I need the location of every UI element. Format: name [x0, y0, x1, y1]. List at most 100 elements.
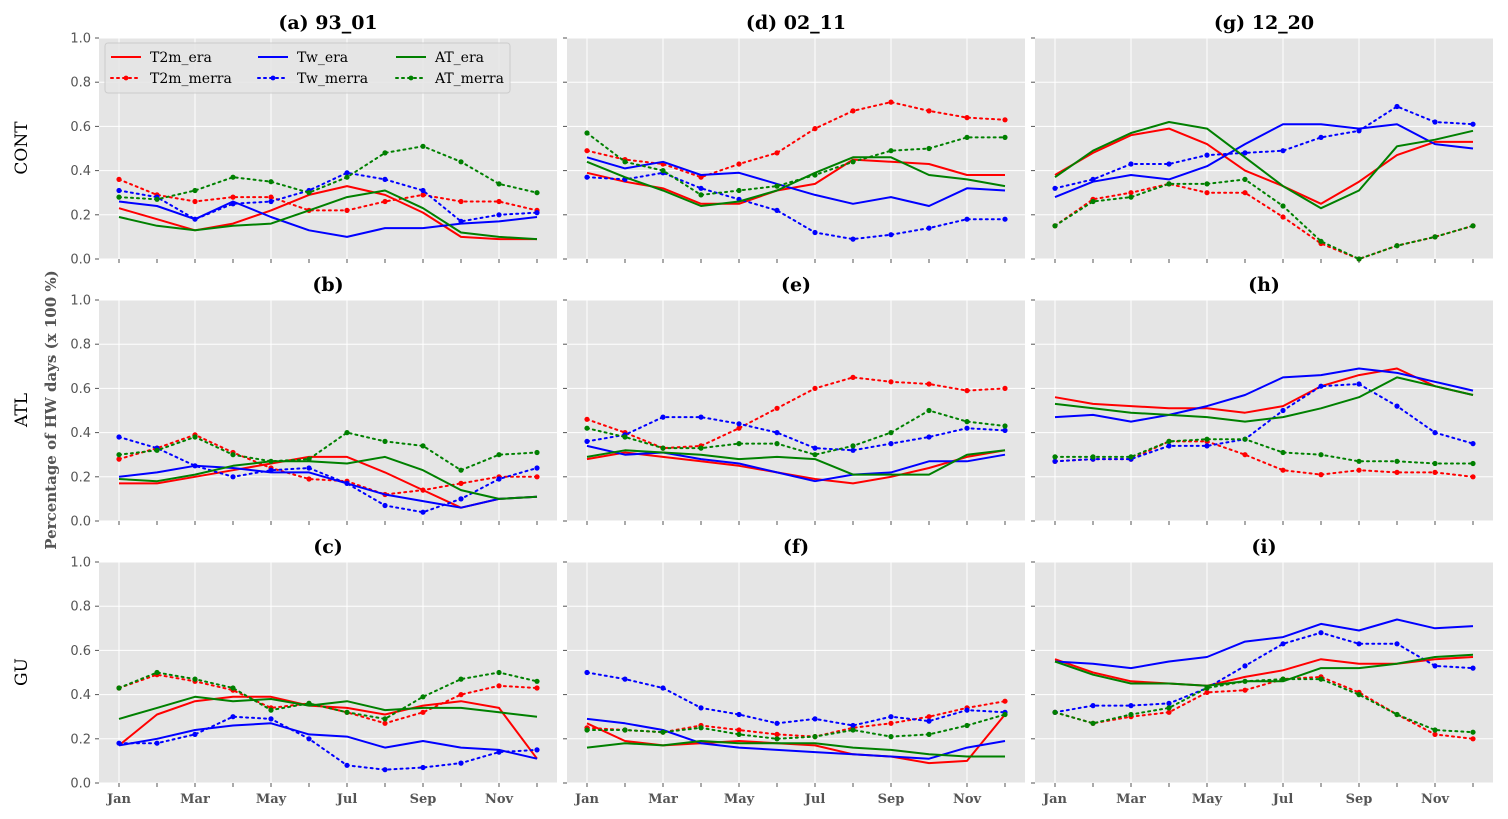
y-tick-label: 0.2 [70, 732, 91, 747]
series-tw-merra-line [586, 171, 1006, 241]
panel-background-d [567, 38, 1025, 259]
series-t2m-merra-point [1280, 214, 1286, 220]
panel-title-f: (f) [783, 536, 809, 558]
y-tick-label: 1.0 [70, 556, 91, 571]
legend-label-tw-era: Tw_era [297, 50, 348, 66]
series-tw-merra-point [420, 764, 426, 771]
series-at-merra-point [622, 159, 628, 165]
series-at-merra-point [306, 700, 312, 707]
series-at-merra-point [1166, 438, 1172, 444]
panel-title-c: (c) [313, 536, 343, 558]
series-t2m-merra-point [1242, 687, 1248, 693]
series-tw-merra-point [736, 421, 742, 427]
series-tw-merra-point [926, 225, 932, 231]
series-t2m-merra-point [584, 148, 590, 154]
series-t2m-merra-point [534, 474, 540, 480]
series-at-merra-point [660, 445, 666, 451]
series-t2m-merra-point [268, 194, 274, 200]
panel-title-e: (e) [781, 274, 811, 296]
series-at-merra-point [1090, 720, 1096, 726]
legend-label-tw-merra: Tw_merra [297, 71, 368, 87]
series-at-merra-point [1128, 454, 1134, 460]
series-tw-merra-point [496, 212, 502, 218]
series-at-merra-point [154, 669, 160, 676]
series-t2m-merra-point [1166, 709, 1172, 715]
series-tw-era-line [586, 717, 1006, 760]
series-tw-era-line [1054, 618, 1474, 670]
series-at-merra-point [1090, 198, 1096, 205]
series-tw-merra-point [230, 474, 236, 480]
x-tick-label: Mar [1116, 792, 1146, 807]
series-t2m-merra-point [1002, 698, 1008, 704]
series-at-merra-point [812, 452, 818, 458]
y-tick-label: 0.6 [70, 382, 91, 397]
series-tw-merra-point [382, 767, 388, 773]
x-tick-label: May [1192, 792, 1223, 807]
legend: T2m_era T2m_merra Tw_era Tw_merra AT_era… [104, 42, 511, 94]
series-t2m-merra-point [116, 456, 122, 462]
series-tw-merra-point [1052, 458, 1058, 464]
series-tw-merra-point [1166, 161, 1172, 167]
y-tick-label: 0.6 [70, 120, 91, 135]
panel-background-c [99, 562, 557, 783]
series-tw-merra-point [850, 722, 856, 729]
series-tw-merra-point [496, 476, 502, 482]
series-tw-merra-point [698, 414, 704, 420]
series-tw-merra-point [496, 749, 502, 755]
series-at-merra-point [534, 190, 540, 196]
x-tick-label: Jul [804, 792, 826, 807]
series-tw-merra-point [230, 201, 236, 207]
series-t2m-merra-point [1002, 385, 1008, 391]
series-at-merra-point [1128, 194, 1134, 200]
panel-background-i [1035, 562, 1493, 783]
series-tw-merra-point [1002, 216, 1008, 222]
series-tw-merra-point [344, 480, 350, 486]
series-tw-merra-point [344, 170, 350, 176]
series-tw-merra-point [192, 731, 198, 738]
legend-label-t2m-era: T2m_era [150, 50, 212, 66]
y-tick-label: 0.4 [70, 688, 91, 703]
series-tw-merra-point [534, 747, 540, 753]
series-t2m-merra-point [1002, 117, 1008, 123]
legend-label-at-merra: AT_merra [434, 71, 504, 87]
series-tw-merra-point [1280, 407, 1286, 414]
series-tw-merra-point [926, 718, 932, 724]
series-tw-merra-point [1470, 441, 1476, 447]
series-t2m-merra-point [888, 379, 894, 385]
series-at-merra-point [1394, 243, 1400, 249]
series-at-merra-point [1394, 458, 1400, 464]
series-at-merra-point [1470, 729, 1476, 735]
series-t2m-merra-point [888, 720, 894, 726]
series-at-merra-point [584, 727, 590, 733]
series-tw-merra-point [420, 509, 426, 515]
series-at-era-line [1054, 376, 1474, 423]
panel-title-b: (b) [312, 274, 343, 296]
series-tw-merra-point [154, 740, 160, 746]
series-t2m-merra-point [230, 194, 236, 200]
series-t2m-merra-point [420, 487, 426, 493]
series-at-merra-point [306, 190, 312, 196]
series-t2m-merra-point [850, 374, 856, 380]
series-at-merra-point [1166, 705, 1172, 711]
panel-g: (g) 12_20 [1031, 12, 1493, 263]
panel-title-i: (i) [1251, 536, 1276, 558]
series-at-merra-point [926, 731, 932, 738]
panel-title-d: (d) 02_11 [746, 12, 846, 34]
series-at-merra-point [926, 407, 932, 414]
series-tw-merra-point [1432, 119, 1438, 125]
series-tw-merra-point [306, 465, 312, 471]
series-tw-merra-point [964, 216, 970, 222]
series-tw-merra-point [1318, 630, 1324, 636]
series-tw-merra-point [458, 496, 464, 502]
series-at-merra-point [1052, 709, 1058, 715]
y-tick-label: 0.6 [70, 644, 91, 659]
series-at-merra-point [154, 196, 160, 202]
series-at-merra-point [1280, 676, 1286, 682]
series-tw-merra-point [812, 445, 818, 451]
series-tw-merra-line [1054, 383, 1474, 463]
series-tw-merra-point [964, 425, 970, 431]
series-tw-merra-point [116, 434, 122, 440]
series-at-merra-point [268, 458, 274, 464]
y-tick-label: 0.8 [70, 338, 91, 353]
x-tick-label: Mar [648, 792, 678, 807]
